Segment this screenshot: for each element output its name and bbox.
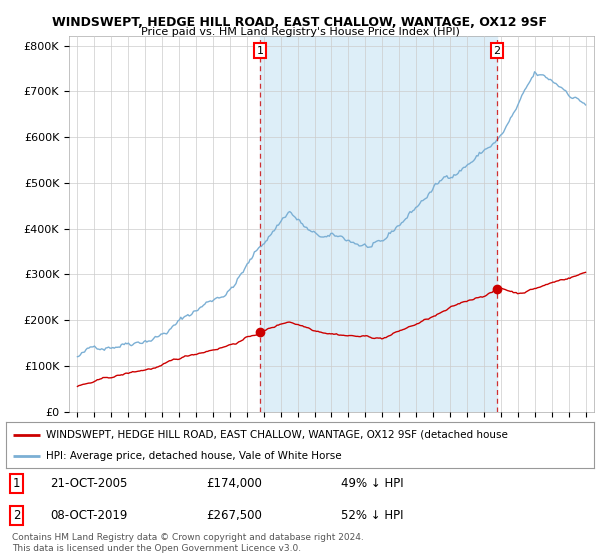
Text: 21-OCT-2005: 21-OCT-2005: [50, 478, 127, 491]
Text: £174,000: £174,000: [206, 478, 262, 491]
Text: Price paid vs. HM Land Registry's House Price Index (HPI): Price paid vs. HM Land Registry's House …: [140, 27, 460, 37]
Text: 1: 1: [13, 478, 20, 491]
Text: 2: 2: [494, 45, 500, 55]
Bar: [260, 36, 497, 412]
Text: 52% ↓ HPI: 52% ↓ HPI: [341, 509, 404, 522]
Text: 49% ↓ HPI: 49% ↓ HPI: [341, 478, 404, 491]
Text: HPI: Average price, detached house, Vale of White Horse: HPI: Average price, detached house, Vale…: [46, 451, 341, 461]
Text: Contains HM Land Registry data © Crown copyright and database right 2024.
This d: Contains HM Land Registry data © Crown c…: [12, 533, 364, 553]
Text: 1: 1: [257, 45, 264, 55]
Text: 08-OCT-2019: 08-OCT-2019: [50, 509, 127, 522]
Text: WINDSWEPT, HEDGE HILL ROAD, EAST CHALLOW, WANTAGE, OX12 9SF: WINDSWEPT, HEDGE HILL ROAD, EAST CHALLOW…: [53, 16, 548, 29]
Text: WINDSWEPT, HEDGE HILL ROAD, EAST CHALLOW, WANTAGE, OX12 9SF (detached house: WINDSWEPT, HEDGE HILL ROAD, EAST CHALLOW…: [46, 430, 508, 440]
Text: 2: 2: [13, 509, 20, 522]
Text: £267,500: £267,500: [206, 509, 262, 522]
